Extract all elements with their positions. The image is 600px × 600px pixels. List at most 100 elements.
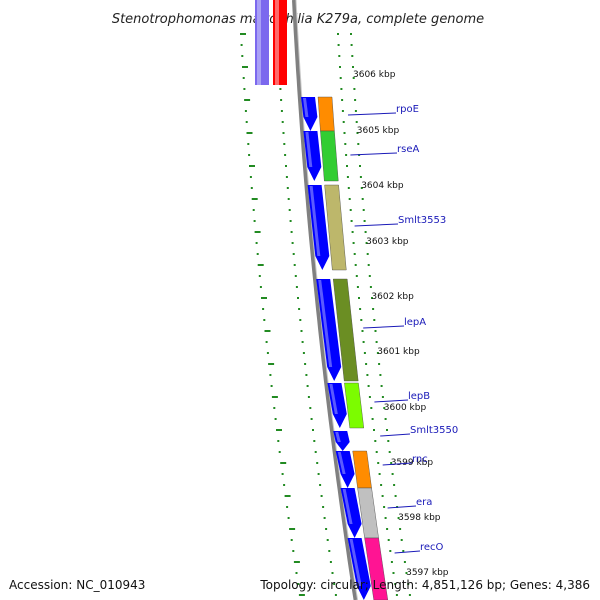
guide-dot <box>243 88 246 90</box>
gene-color-block <box>357 487 379 539</box>
gene-label: lepB <box>408 391 430 402</box>
guide-dot <box>289 528 296 530</box>
gene-arrow-shade <box>342 489 353 524</box>
guide-dot <box>274 418 277 420</box>
guide-dot <box>343 132 346 134</box>
guide-dot <box>378 473 381 475</box>
guide-dot <box>282 132 285 134</box>
kbp-tick-label: 3598 kbp <box>398 513 441 523</box>
gene-label: rpoE <box>396 104 419 115</box>
guide-dot <box>381 396 384 398</box>
guide-dot <box>354 110 357 112</box>
guide-dot <box>319 484 322 486</box>
guide-dot <box>387 440 390 442</box>
guide-dot <box>394 583 397 585</box>
guide-dot <box>292 253 295 255</box>
gene-arrow-shade <box>335 432 341 442</box>
guide-dot <box>240 33 246 35</box>
guide-dot <box>371 297 373 299</box>
guide-dot <box>346 165 348 167</box>
guide-dot <box>273 407 276 409</box>
guide-dot <box>393 484 396 486</box>
kbp-tick-label: 3605 kbp <box>357 126 400 136</box>
guide-dot <box>369 286 372 288</box>
guide-dot <box>384 517 387 519</box>
guide-dot <box>374 440 377 442</box>
guide-dot <box>351 231 354 233</box>
guide-dot <box>408 594 411 596</box>
guide-dot <box>301 341 304 343</box>
guide-dot <box>363 220 366 222</box>
guide-dot <box>247 143 250 145</box>
guide-dot <box>279 88 282 90</box>
guide-dot <box>322 506 325 508</box>
gene-label: Smlt3550 <box>410 425 458 436</box>
guide-dot <box>354 99 357 101</box>
guide-dot <box>351 55 354 57</box>
guide-dot <box>314 451 317 453</box>
guide-dot <box>366 374 369 376</box>
guide-dot <box>387 539 390 541</box>
guide-dot <box>258 275 261 277</box>
guide-dot <box>300 330 303 332</box>
guide-dot <box>299 319 302 321</box>
gene-label: rnc <box>412 454 428 465</box>
gene-arrow-shade <box>337 452 346 474</box>
guide-dot <box>248 154 251 156</box>
gene-color-block <box>320 130 339 182</box>
guide-dot <box>397 517 400 519</box>
gene-connector <box>382 462 413 466</box>
guide-dot <box>367 264 370 266</box>
guide-dot <box>283 143 286 145</box>
gene-features: rpoE rseA Smlt3553 lepA lepB Smlt3550 rnc era re… <box>301 96 458 600</box>
guide-dot <box>277 440 280 442</box>
guide-dot <box>253 220 256 222</box>
guide-dot <box>246 132 253 134</box>
guide-dot <box>407 583 410 585</box>
guide-dot <box>370 407 373 409</box>
guide-dot <box>325 528 328 530</box>
gene-color-block <box>317 96 335 132</box>
accession-text: Accession: NC_010943 <box>9 578 146 592</box>
guide-dot <box>391 473 394 475</box>
guide-dot <box>255 242 258 244</box>
guide-dot <box>380 385 383 387</box>
guide-dot <box>298 308 301 310</box>
guide-dot <box>291 242 294 244</box>
guide-dot <box>297 583 300 585</box>
gene-label: era <box>416 497 432 508</box>
gene-connector <box>350 152 398 156</box>
guide-dot <box>244 99 251 101</box>
guide-dot <box>276 429 282 431</box>
gene-arrow-shade <box>318 280 333 367</box>
guide-dot <box>263 319 266 321</box>
gene-color-block <box>324 184 347 271</box>
kbp-tick-label: 3601 kbp <box>377 347 420 357</box>
guide-dot <box>360 187 363 189</box>
guide-dot <box>350 220 353 222</box>
guide-dot <box>403 561 406 563</box>
guide-dot <box>380 484 383 486</box>
guide-dot <box>348 198 351 200</box>
guide-dot <box>388 451 391 453</box>
guide-dot <box>341 110 344 112</box>
guide-dot <box>304 363 307 365</box>
guide-dot <box>346 176 349 178</box>
guide-dot <box>359 176 362 178</box>
gene-connector <box>394 550 421 554</box>
guide-dot <box>377 462 380 464</box>
guide-dot <box>249 176 252 178</box>
guide-dot <box>390 462 393 464</box>
guide-dot <box>295 286 298 288</box>
gene-label: lepA <box>404 317 426 328</box>
guide-dot <box>262 308 265 310</box>
guide-dot <box>252 209 255 211</box>
guide-dot <box>271 396 278 398</box>
guide-dot <box>386 429 388 431</box>
gene-arrow-shade <box>305 132 313 167</box>
guide-dot <box>298 594 305 596</box>
guide-dot <box>390 561 393 563</box>
guide-dot <box>402 550 405 552</box>
gene-color-block <box>344 382 365 429</box>
